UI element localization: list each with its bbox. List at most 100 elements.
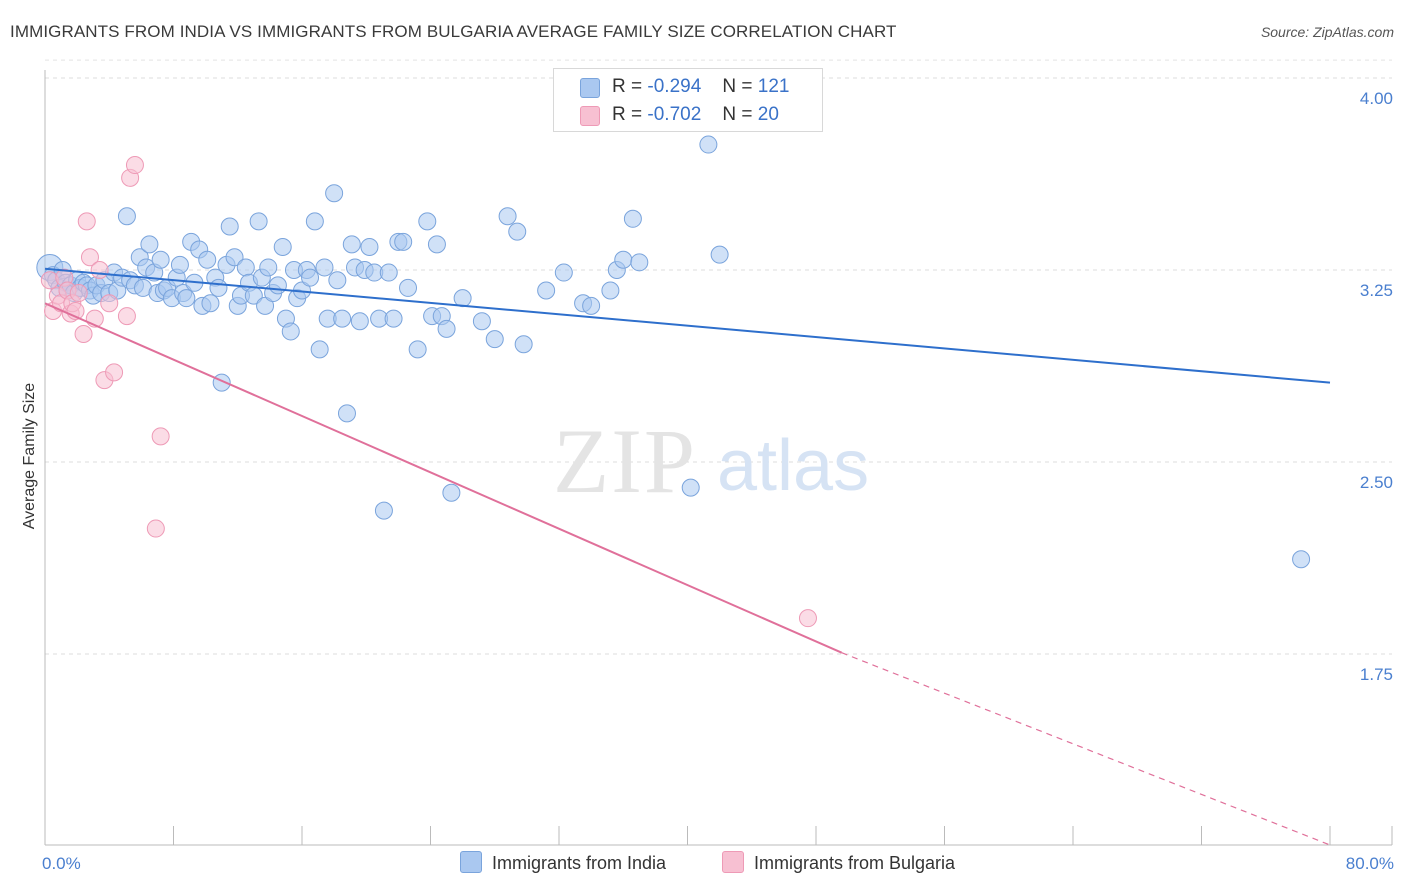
bottom-legend-label-india: Immigrants from India <box>492 853 667 873</box>
y-tick-label: 4.00 <box>1360 89 1393 108</box>
y-tick-labels: 1.75 2.50 3.25 4.00 <box>1360 89 1393 684</box>
india-trend-line <box>44 267 1331 384</box>
source-credit: Source: ZipAtlas.com <box>1260 24 1394 40</box>
india-point <box>273 237 292 256</box>
india-point <box>177 289 196 308</box>
bottom-legend-bulgaria: Immigrants from Bulgaria <box>722 851 955 874</box>
bulgaria-point <box>100 294 119 313</box>
india-point <box>554 263 573 282</box>
india-point <box>537 281 556 300</box>
x-tick-label: 80.0% <box>1346 854 1394 873</box>
india-point <box>374 501 393 520</box>
bulgaria-point <box>146 519 165 538</box>
india-point <box>305 212 324 231</box>
x-tick-labels: 0.0% 80.0% <box>42 854 1394 873</box>
legend-india-n-value: 121 <box>757 76 790 97</box>
bulgaria-point <box>80 248 99 267</box>
india-point <box>337 404 356 423</box>
india-point <box>437 319 456 338</box>
india-point <box>508 222 527 241</box>
y-axis-label: Average Family Size <box>21 383 38 530</box>
bulgaria-point <box>105 363 124 382</box>
legend-swatch-india <box>580 78 600 98</box>
india-point <box>198 250 217 269</box>
legend-bulgaria-n-label: N = <box>722 104 753 125</box>
india-point <box>399 278 418 297</box>
india-point <box>117 207 136 226</box>
india-point <box>394 232 413 251</box>
india-point <box>220 217 239 236</box>
watermark: ZIP atlas <box>553 410 869 512</box>
bulgaria-trend-line <box>44 302 843 654</box>
chart-title: IMMIGRANTS FROM INDIA VS IMMIGRANTS FROM… <box>10 22 897 41</box>
legend: R = -0.294 N = 121 R = -0.702 N = 20 <box>553 68 823 132</box>
legend-row-bulgaria: R = -0.702 N = 20 <box>554 101 822 129</box>
india-point <box>301 268 320 287</box>
legend-bulgaria-r-value: -0.702 <box>647 104 702 125</box>
india-point <box>1292 550 1311 569</box>
india-point <box>442 483 461 502</box>
bulgaria-point <box>151 427 170 446</box>
india-point <box>140 235 159 254</box>
india-point <box>408 340 427 359</box>
bottom-legend-swatch-bulgaria <box>722 851 744 873</box>
bulgaria-point <box>77 212 96 231</box>
india-point <box>325 184 344 203</box>
india-point <box>472 312 491 331</box>
india-point <box>151 250 170 269</box>
india-point <box>582 296 601 315</box>
india-point <box>453 289 472 308</box>
bulgaria-point <box>90 261 109 279</box>
india-point <box>333 309 352 328</box>
india-point <box>281 322 300 341</box>
india-point <box>379 263 398 282</box>
trend-lines <box>44 267 1331 846</box>
india-point <box>170 255 189 274</box>
india-point <box>209 278 228 297</box>
india-point <box>249 212 268 231</box>
legend-india-r-label: R = <box>612 76 643 97</box>
india-point <box>498 207 517 226</box>
india-point <box>236 258 255 277</box>
india-point <box>268 276 287 295</box>
india-point <box>350 312 369 331</box>
india-point <box>485 330 504 349</box>
india-point <box>384 309 403 328</box>
india-point <box>418 212 437 231</box>
bulgaria-point <box>125 156 144 175</box>
india-point <box>514 335 533 354</box>
legend-swatch-bulgaria <box>580 106 600 126</box>
bulgaria-point <box>69 284 88 303</box>
axes <box>44 70 1393 846</box>
india-point <box>699 135 718 154</box>
india-point <box>360 237 379 256</box>
india-point <box>201 294 220 313</box>
india-point <box>427 235 446 254</box>
india-point <box>601 281 620 300</box>
bulgaria-point <box>798 609 817 628</box>
bulgaria-point <box>117 307 136 326</box>
india-point <box>259 258 278 277</box>
legend-bulgaria-n-value: 20 <box>757 104 779 125</box>
india-point <box>614 250 633 269</box>
legend-row-india: R = -0.294 N = 121 <box>554 73 822 101</box>
india-point <box>342 235 361 254</box>
y-tick-label: 3.25 <box>1360 281 1393 300</box>
india-point <box>681 478 700 497</box>
india-point <box>630 253 649 272</box>
india-point <box>225 248 244 267</box>
bulgaria-trend-extension <box>841 652 1331 846</box>
legend-india-n-label: N = <box>722 76 753 97</box>
bulgaria-point <box>74 325 93 343</box>
bottom-legend-india: Immigrants from India <box>460 851 666 874</box>
india-point <box>315 258 334 277</box>
legend-india-r-value: -0.294 <box>647 76 702 97</box>
y-tick-label: 1.75 <box>1360 665 1393 684</box>
india-point <box>623 209 642 228</box>
legend-bulgaria-r-label: R = <box>612 104 643 125</box>
india-point <box>310 340 329 359</box>
india-points <box>36 135 1311 569</box>
y-tick-label: 2.50 <box>1360 473 1393 492</box>
india-point <box>710 245 729 264</box>
